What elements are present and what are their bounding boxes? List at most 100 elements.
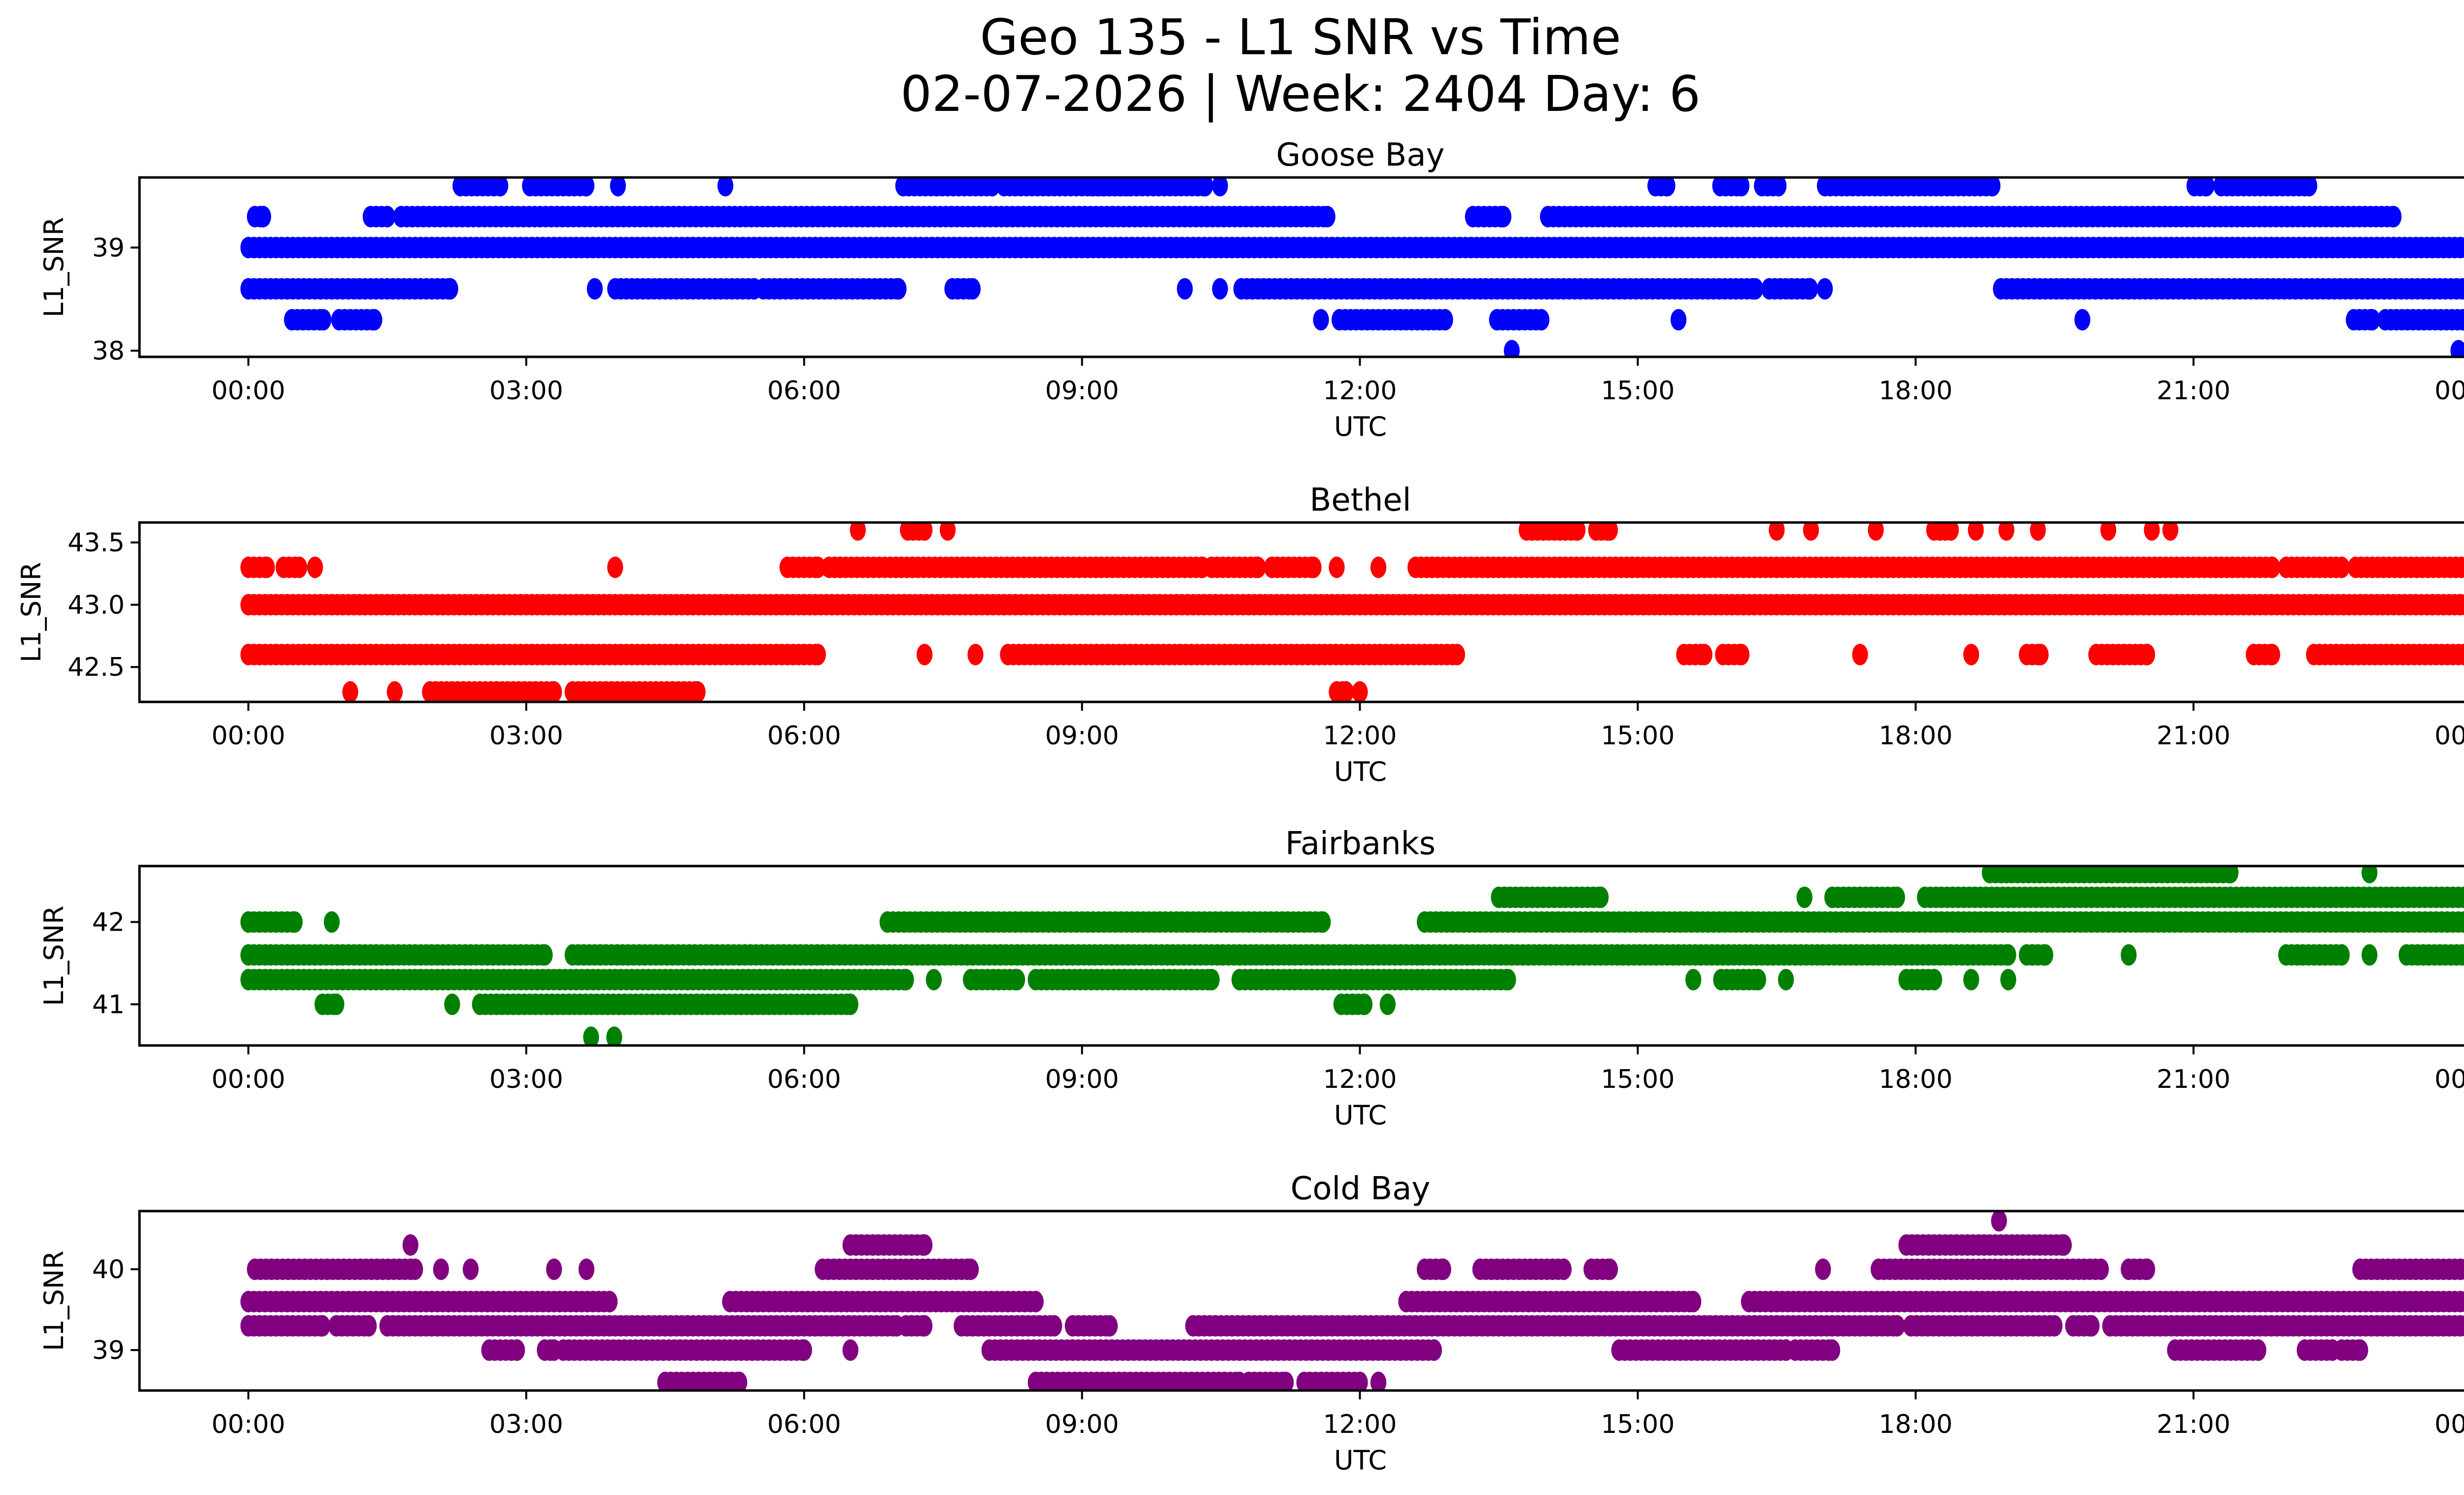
data-point (2458, 594, 2464, 616)
x-tick-label: 18:00 (1879, 1410, 1952, 1439)
data-point (1315, 911, 1331, 933)
data-point (2458, 1258, 2464, 1280)
data-point (2100, 522, 2117, 541)
data-point (1803, 522, 1819, 541)
data-point (916, 522, 933, 541)
data-point (1370, 556, 1387, 578)
data-point (1926, 969, 1942, 991)
x-tick-label: 00:00 (2434, 1410, 2464, 1439)
data-point (842, 993, 858, 1015)
data-point (2032, 644, 2049, 665)
data-point (1769, 522, 1785, 541)
data-point (314, 1315, 331, 1337)
data-point (259, 556, 275, 578)
data-point (286, 911, 303, 933)
data-point (1824, 1339, 1841, 1361)
data-point (2055, 1234, 2072, 1256)
y-axis-label: L1_SNR (38, 217, 69, 317)
data-point (361, 1315, 377, 1337)
data-point (442, 278, 458, 300)
data-point (1101, 1315, 1118, 1337)
data-point (2450, 340, 2464, 357)
data-point (2139, 644, 2156, 665)
data-point (1991, 1211, 2007, 1232)
data-point (2037, 944, 2053, 966)
data-point (1500, 969, 1516, 991)
data-point (546, 1258, 562, 1280)
data-point (2456, 911, 2464, 933)
data-point (2264, 556, 2281, 578)
data-point (1659, 177, 1676, 197)
x-tick-label: 18:00 (1879, 376, 1952, 406)
data-point (1495, 206, 1511, 228)
data-point (810, 556, 826, 578)
scatter-points (240, 1211, 2464, 1391)
data-point (586, 278, 603, 300)
x-tick-label: 09:00 (1045, 376, 1119, 406)
panel-title: Goose Bay (1276, 137, 1445, 174)
x-tick-label: 03:00 (489, 1410, 563, 1439)
data-point (2456, 644, 2464, 665)
data-point (509, 1339, 525, 1361)
data-point (842, 1339, 858, 1361)
data-point (1203, 969, 1220, 991)
data-point (1868, 522, 1884, 541)
data-point (492, 177, 509, 197)
data-point (2264, 644, 2281, 665)
data-point (2030, 522, 2046, 541)
x-axis-label: UTC (1334, 756, 1387, 787)
x-tick-label: 03:00 (489, 1065, 563, 1094)
data-point (2121, 944, 2137, 966)
data-point (1696, 644, 1712, 665)
data-point (1379, 993, 1396, 1015)
scatter-points (240, 866, 2464, 1045)
x-tick-label: 09:00 (1045, 1410, 1119, 1439)
x-tick-label: 21:00 (2156, 1410, 2230, 1439)
data-point (2139, 1258, 2156, 1280)
data-point (407, 1258, 423, 1280)
x-tick-label: 12:00 (1323, 1410, 1397, 1439)
data-point (2458, 1291, 2464, 1312)
data-point (1313, 309, 1329, 331)
data-point (2047, 1315, 2063, 1337)
data-point (925, 969, 942, 991)
data-point (379, 206, 396, 228)
data-point (2084, 1315, 2100, 1337)
data-point (2458, 237, 2464, 258)
y-tick-label: 42 (92, 908, 125, 938)
data-point (2162, 522, 2179, 541)
data-point (433, 1258, 449, 1280)
data-point (2093, 1258, 2109, 1280)
y-tick-label: 43.5 (68, 528, 125, 557)
data-point (2223, 866, 2239, 884)
data-point (1889, 886, 1905, 908)
chart-title: Geo 135 - L1 SNR vs Time (980, 8, 1621, 66)
data-point (2074, 309, 2090, 331)
data-point (607, 556, 623, 578)
data-point (1593, 886, 1609, 908)
data-point (850, 522, 866, 541)
data-point (689, 681, 706, 702)
data-point (366, 309, 382, 331)
data-point (444, 993, 460, 1015)
data-point (916, 644, 933, 665)
data-point (1685, 969, 1702, 991)
data-point (1985, 177, 2001, 197)
data-point (2462, 889, 2464, 905)
data-point (1212, 177, 1228, 197)
data-point (2459, 557, 2464, 578)
x-tick-label: 15:00 (1601, 376, 1675, 406)
y-axis-label: L1_SNR (38, 1251, 69, 1351)
data-point (1046, 1315, 1062, 1337)
data-point (1747, 278, 1764, 300)
data-point (2352, 1339, 2368, 1361)
data-point (1968, 522, 1984, 541)
data-point (916, 1234, 933, 1256)
data-point (578, 177, 595, 197)
data-point (328, 993, 344, 1015)
data-point (2333, 944, 2350, 966)
x-tick-label: 09:00 (1045, 721, 1119, 751)
x-tick-label: 00:00 (2434, 721, 2464, 751)
